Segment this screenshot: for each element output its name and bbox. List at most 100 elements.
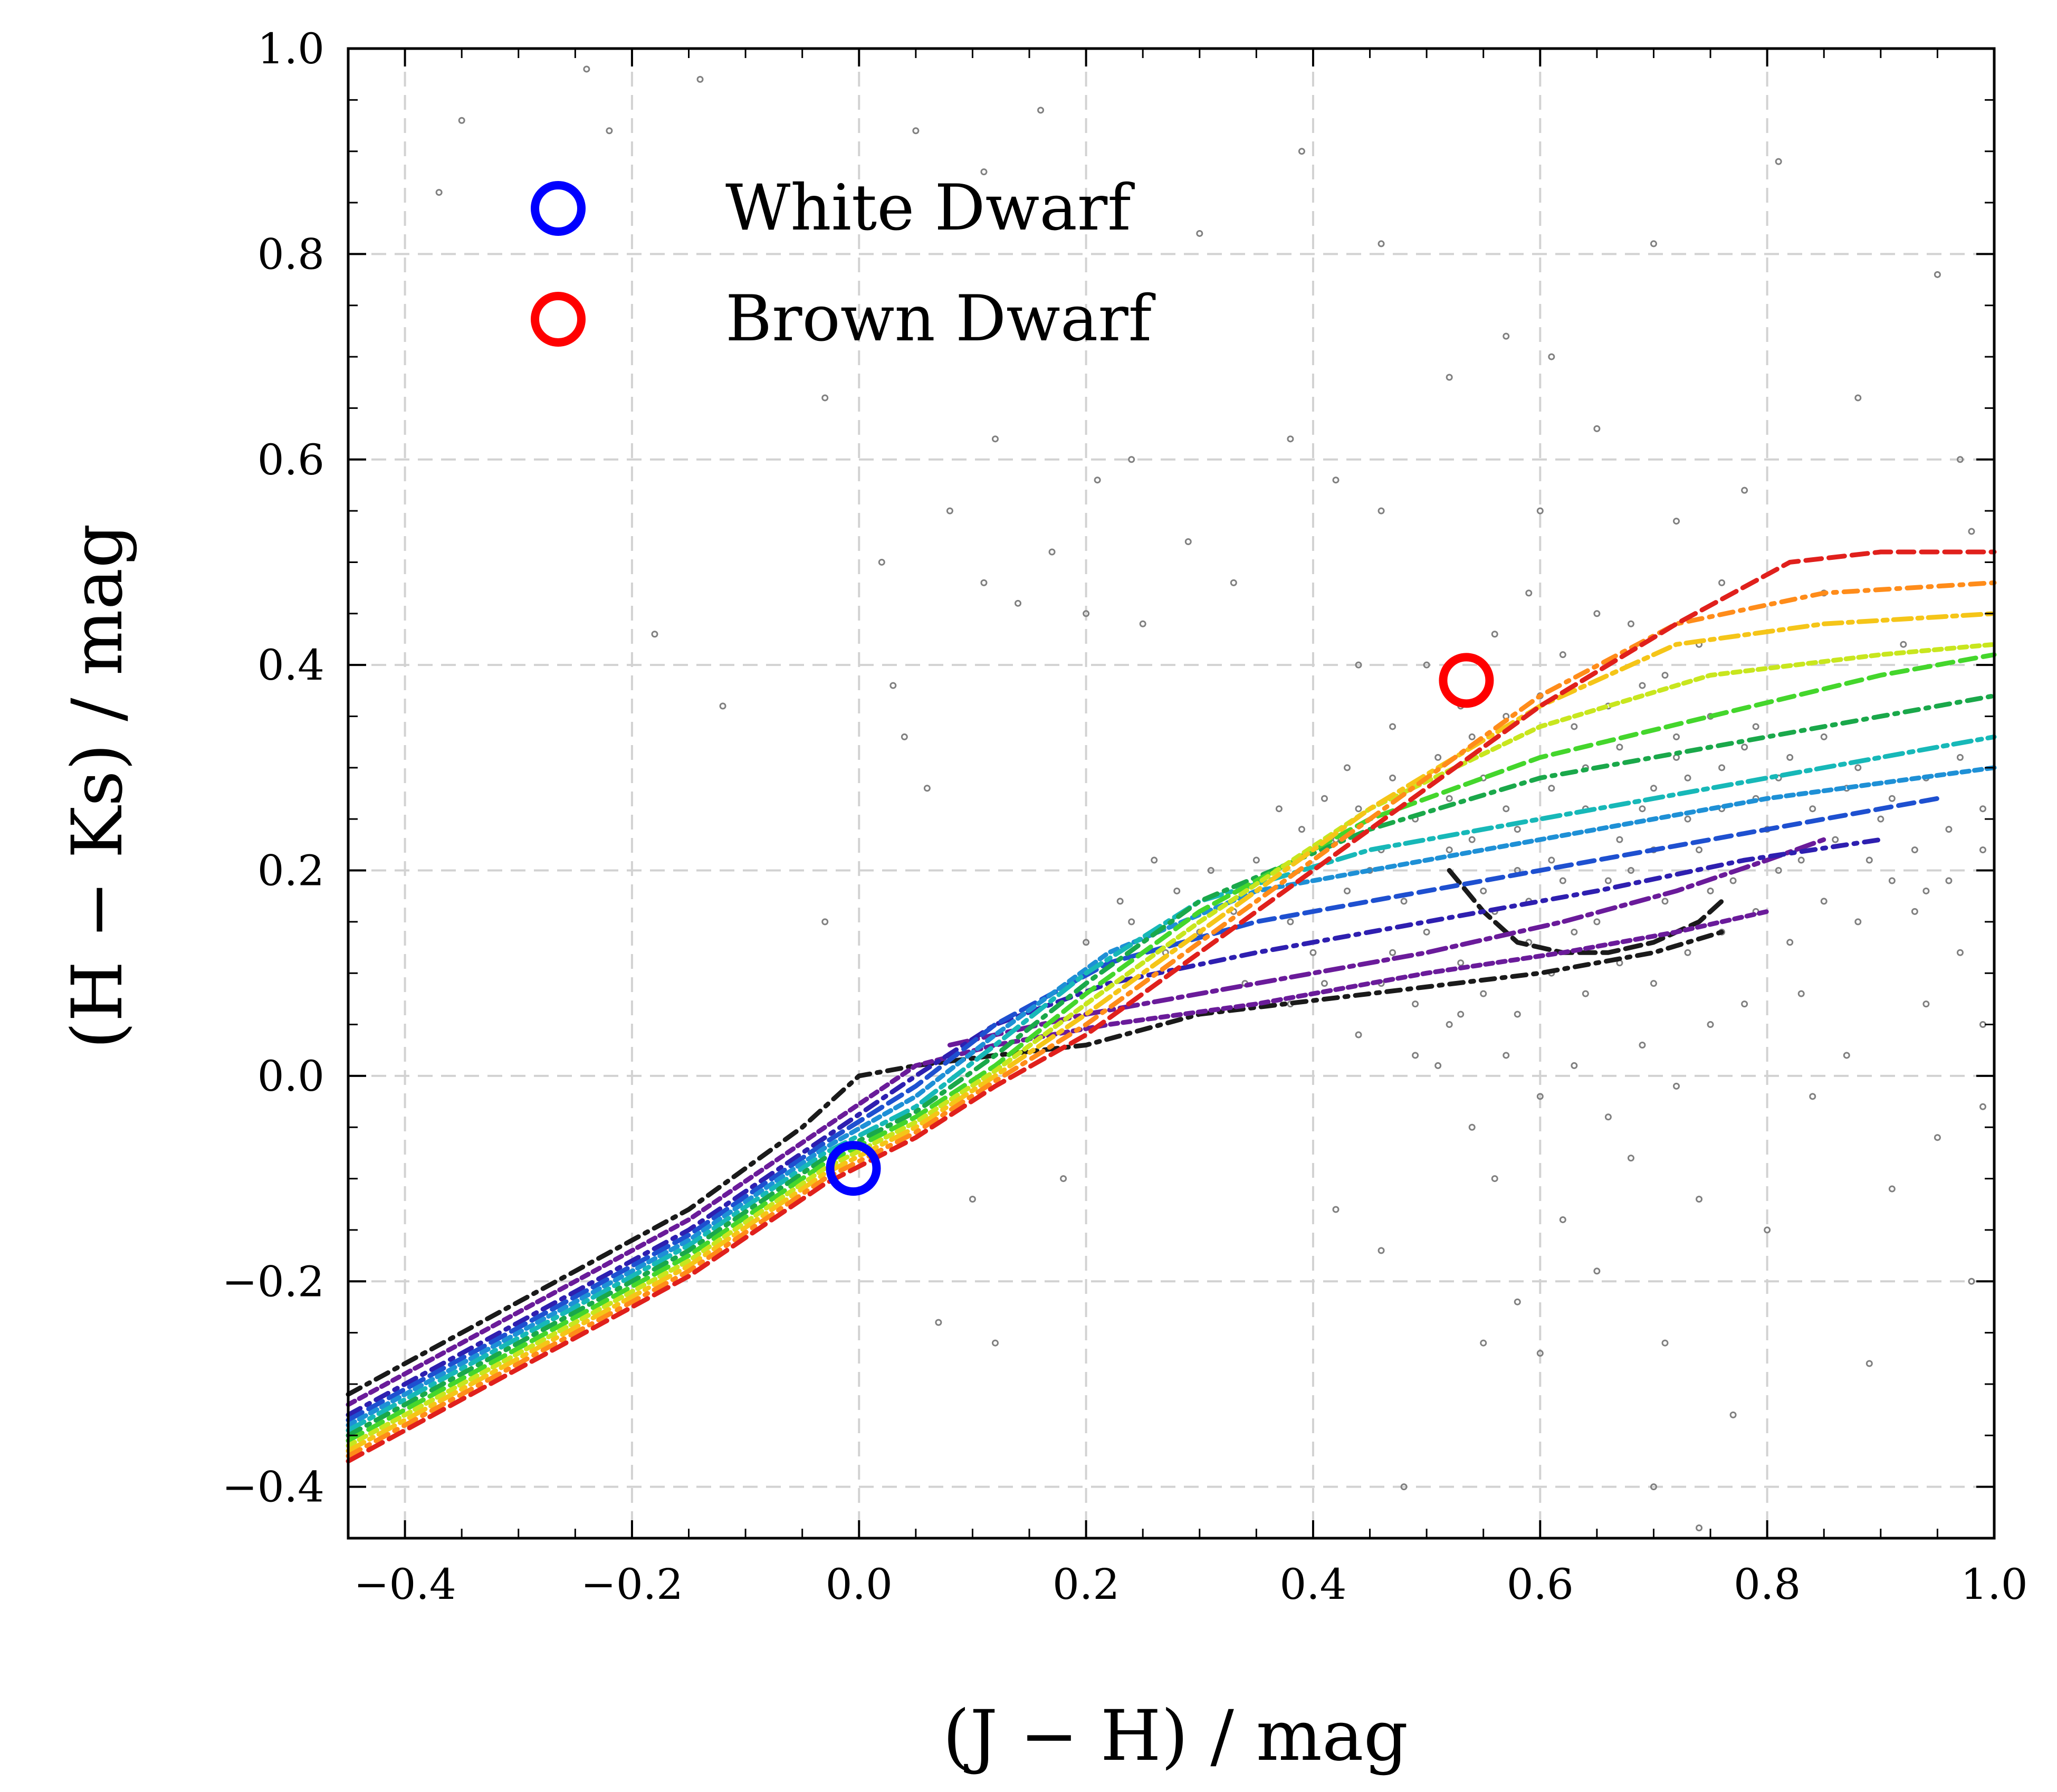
scatter-point xyxy=(1729,1411,1737,1418)
scatter-point xyxy=(1491,631,1498,638)
scatter-point xyxy=(1503,805,1510,813)
scatter-point xyxy=(1400,1483,1408,1491)
model-tracks xyxy=(346,549,1997,1464)
scatter-point xyxy=(1207,867,1214,874)
x-tick-label: 0.0 xyxy=(826,1560,893,1609)
scatter-point xyxy=(1559,877,1566,884)
scatter-point xyxy=(1548,785,1555,792)
scatter-point xyxy=(1332,1206,1340,1213)
scatter-point xyxy=(1888,877,1896,884)
model-track-line xyxy=(346,837,1883,1417)
y-tick-label: 0.8 xyxy=(257,230,324,279)
highlight-markers xyxy=(826,653,1494,1196)
scatter-point xyxy=(651,631,658,638)
scatter-point xyxy=(1230,579,1237,586)
scatter-point xyxy=(1673,1082,1680,1090)
scatter-point xyxy=(991,1339,999,1347)
scatter-point xyxy=(980,579,988,586)
scatter-point xyxy=(1536,1093,1544,1100)
scatter-point xyxy=(1377,507,1385,514)
tick-labels: −0.4 −0.2 0.0 0.2 0.4 0.6 0.8 1.0 −0.4 −0.2 0.0 0.2… xyxy=(222,24,2028,1609)
scatter-point xyxy=(1400,898,1408,905)
scatter-point xyxy=(1015,599,1022,607)
x-tick-label: 1.0 xyxy=(1960,1560,2027,1609)
scatter-point xyxy=(1048,548,1056,556)
model-track-line xyxy=(346,642,1997,1448)
scatter-point xyxy=(821,918,829,926)
scatter-point xyxy=(980,168,988,176)
scatter-point xyxy=(1536,507,1544,514)
scatter-point xyxy=(1128,918,1135,926)
scatter-point xyxy=(1571,928,1578,936)
scatter-point xyxy=(1661,898,1669,905)
scatter-point xyxy=(1355,805,1362,813)
scatter-point xyxy=(1627,1155,1634,1162)
scatter-point xyxy=(1854,764,1862,771)
scatter-point xyxy=(1287,435,1294,443)
scatter-point xyxy=(1468,836,1476,843)
x-tick-label: 0.4 xyxy=(1279,1560,1346,1609)
scatter-point xyxy=(1548,353,1555,360)
scatter-point xyxy=(1593,425,1601,432)
scatter-point xyxy=(1945,877,1953,884)
scatter-point xyxy=(821,394,829,402)
scatter-point xyxy=(1173,887,1181,894)
scatter-point xyxy=(1865,856,1873,864)
scatter-point xyxy=(912,127,920,135)
scatter-point xyxy=(1332,476,1340,484)
scatter-point xyxy=(1786,939,1794,946)
x-tick-label: 0.2 xyxy=(1053,1560,1120,1609)
scatter-point xyxy=(1911,908,1918,915)
scatter-point xyxy=(1525,589,1533,597)
scatter-point xyxy=(1673,518,1680,525)
scatter-point xyxy=(1911,846,1918,854)
y-tick-label: 0.4 xyxy=(257,641,324,690)
scatter-point xyxy=(935,1319,942,1326)
scatter-point xyxy=(1559,651,1566,659)
scatter-point xyxy=(1639,682,1646,689)
scatter-point xyxy=(1956,456,1964,463)
scatter-point xyxy=(1377,1247,1385,1254)
scatter-point xyxy=(1820,733,1828,740)
y-tick-label: −0.2 xyxy=(222,1257,324,1306)
scatter-point xyxy=(1843,1052,1850,1059)
scatter-point xyxy=(1355,661,1362,669)
x-tick-label: 0.6 xyxy=(1507,1560,1574,1609)
scatter-point xyxy=(1434,1062,1442,1069)
scatter-point xyxy=(1593,918,1601,926)
x-tick-label: 0.8 xyxy=(1734,1560,1801,1609)
legend-marker-white-dwarf xyxy=(531,181,586,236)
model-track-line xyxy=(1447,868,1725,955)
y-axis-label: (H − Ks) / mag xyxy=(57,523,138,1049)
scatter-point xyxy=(1514,826,1521,833)
scatter-point xyxy=(1309,949,1317,956)
scatter-point xyxy=(1661,1339,1669,1347)
scatter-point xyxy=(1888,1185,1896,1193)
scatter-point xyxy=(1184,538,1192,546)
scatter-point xyxy=(1377,240,1385,247)
y-tick-label: −0.4 xyxy=(222,1463,324,1512)
scatter-point xyxy=(946,507,953,514)
scatter-point xyxy=(1536,1350,1544,1357)
scatter-point xyxy=(1718,764,1726,771)
scatter-point xyxy=(1151,856,1158,864)
scatter-point xyxy=(1832,836,1839,843)
scatter-point xyxy=(1593,610,1601,617)
scatter-point xyxy=(1446,846,1453,854)
scatter-point xyxy=(1718,579,1726,586)
scatter-point xyxy=(458,117,465,124)
scatter-point xyxy=(1480,887,1487,894)
scatter-point xyxy=(889,682,897,689)
scatter-point xyxy=(1423,661,1430,669)
scatter-point xyxy=(1275,805,1283,813)
scatter-point xyxy=(1922,1000,1930,1008)
scatter-point xyxy=(1775,158,1782,165)
scatter-point xyxy=(1627,620,1634,627)
y-tick-label: 1.0 xyxy=(257,24,324,73)
scatter-point xyxy=(1865,1360,1873,1367)
model-track-line xyxy=(346,652,1997,1443)
scatter-point xyxy=(1650,240,1657,247)
scatter-point xyxy=(1037,107,1045,114)
scatter-point xyxy=(1514,1011,1521,1018)
